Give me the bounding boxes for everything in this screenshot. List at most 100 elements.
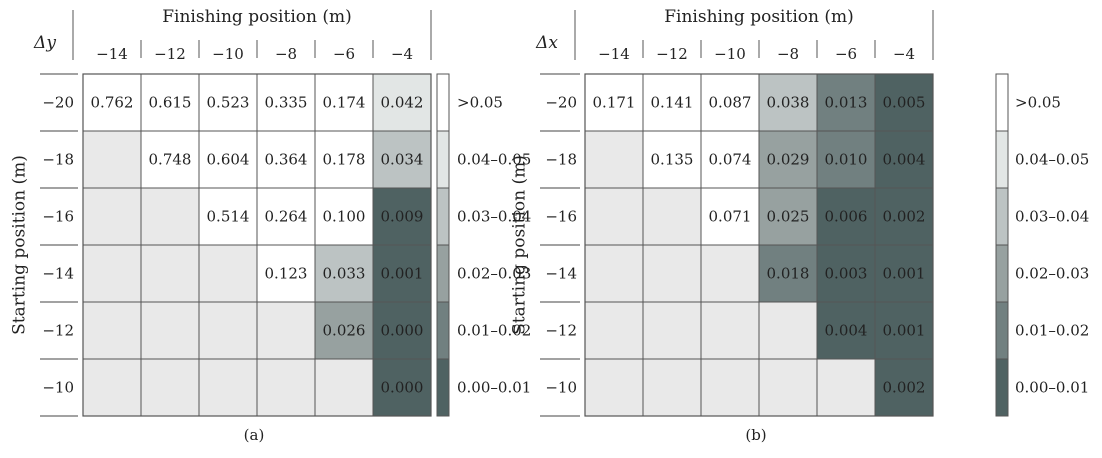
legend-swatch [436, 301, 450, 360]
heatmap-cell [816, 301, 876, 360]
cell-value: 0.042 [381, 94, 424, 112]
column-label: −4 [893, 45, 915, 63]
cell-value: 0.615 [149, 94, 192, 112]
column-label: −4 [391, 45, 413, 63]
heatmap-cell [314, 130, 374, 189]
corner-label: Δy [33, 33, 56, 53]
cell-value: 0.001 [381, 265, 424, 283]
cell-value: 0.364 [265, 151, 308, 169]
legend-swatch [436, 130, 450, 189]
row-label: −12 [545, 322, 577, 340]
cell-value: 0.523 [207, 94, 250, 112]
heatmap-cell [642, 244, 702, 303]
cell-value: 0.005 [883, 94, 926, 112]
cell-value: 0.604 [207, 151, 250, 169]
heatmap-panel-b: Finishing position (m) Δx −14 −12 −10 −8 −6 −4 S… [510, 7, 1090, 444]
cell-value: 0.000 [381, 379, 424, 397]
legend-swatch [436, 358, 450, 417]
heatmap-cell [372, 130, 432, 189]
heatmap-cell [642, 187, 702, 246]
heatmap-cell [874, 358, 934, 417]
cell-value: 0.004 [825, 322, 868, 340]
cell-value: 0.001 [883, 322, 926, 340]
column-label: −6 [333, 45, 355, 63]
cell-value: 0.001 [883, 265, 926, 283]
row-label: −18 [42, 151, 74, 169]
column-label: −6 [835, 45, 857, 63]
x-axis-title: Finishing position (m) [664, 7, 853, 27]
column-label: −12 [656, 45, 688, 63]
row-label: −18 [545, 151, 577, 169]
column-label: −14 [96, 45, 128, 63]
legend-label: 0.01–0.02 [1015, 322, 1089, 340]
heatmap-cell [198, 187, 258, 246]
cell-value: 0.264 [265, 208, 308, 226]
legend-swatch [995, 244, 1009, 303]
heatmap-cell [758, 301, 818, 360]
cell-value: 0.123 [265, 265, 308, 283]
cell-value: 0.010 [825, 151, 868, 169]
heatmap-cell [584, 130, 644, 189]
corner-label: Δx [535, 33, 558, 53]
cell-value: 0.762 [91, 94, 134, 112]
heatmap-cell [256, 244, 316, 303]
cell-value: 0.025 [767, 208, 810, 226]
heatmap-cell [82, 187, 142, 246]
legend-label: 0.00–0.01 [1015, 379, 1089, 397]
heatmap-cell [700, 244, 760, 303]
legend-swatch [995, 130, 1009, 189]
heatmap-cell [140, 301, 200, 360]
heatmap-cell [82, 301, 142, 360]
heatmap-cell [584, 187, 644, 246]
row-label: −20 [42, 94, 74, 112]
cell-value: 0.026 [323, 322, 366, 340]
legend-label: >0.05 [1015, 94, 1061, 112]
legend-label: 0.04–0.05 [1015, 151, 1089, 169]
heatmap-cell [82, 244, 142, 303]
column-label: −10 [714, 45, 746, 63]
legend-label: 0.04–0.05 [457, 151, 531, 169]
cell-value: 0.002 [883, 208, 926, 226]
x-axis-title: Finishing position (m) [162, 7, 351, 27]
row-label: −10 [42, 379, 74, 397]
heatmap-cell [642, 358, 702, 417]
column-label: −10 [212, 45, 244, 63]
legend-label: 0.02–0.03 [1015, 265, 1089, 283]
heatmap-cell [700, 301, 760, 360]
heatmap-cell [584, 301, 644, 360]
heatmap-cell [372, 187, 432, 246]
cell-value: 0.018 [767, 265, 810, 283]
row-label: −12 [42, 322, 74, 340]
y-axis-title: Starting position (m) [510, 155, 530, 335]
cell-value: 0.087 [709, 94, 752, 112]
cell-value: 0.171 [593, 94, 636, 112]
row-label: −14 [545, 265, 577, 283]
legend-swatch [436, 244, 450, 303]
legend-swatch [995, 301, 1009, 360]
cell-value: 0.071 [709, 208, 752, 226]
heatmap-cell [758, 358, 818, 417]
cell-value: 0.141 [651, 94, 694, 112]
row-label: −20 [545, 94, 577, 112]
legend-label: 0.03–0.04 [457, 208, 531, 226]
heatmap-cell [700, 358, 760, 417]
heatmap-cell [642, 73, 702, 132]
heatmap-cell [82, 130, 142, 189]
cell-value: 0.033 [323, 265, 366, 283]
heatmap-cell [140, 187, 200, 246]
cell-value: 0.006 [825, 208, 868, 226]
heatmap-cell [256, 301, 316, 360]
heatmap-cell [198, 301, 258, 360]
heatmap-cell [140, 244, 200, 303]
heatmap-cell [816, 244, 876, 303]
legend-label: 0.02–0.03 [457, 265, 531, 283]
heatmap-cell [82, 358, 142, 417]
panel-label: (a) [244, 426, 265, 444]
legend-swatch [436, 73, 450, 132]
cell-value: 0.034 [381, 151, 424, 169]
heatmap-cell [700, 187, 760, 246]
heatmap-cell [816, 130, 876, 189]
heatmap-cell [874, 130, 934, 189]
legend-swatch [995, 358, 1009, 417]
